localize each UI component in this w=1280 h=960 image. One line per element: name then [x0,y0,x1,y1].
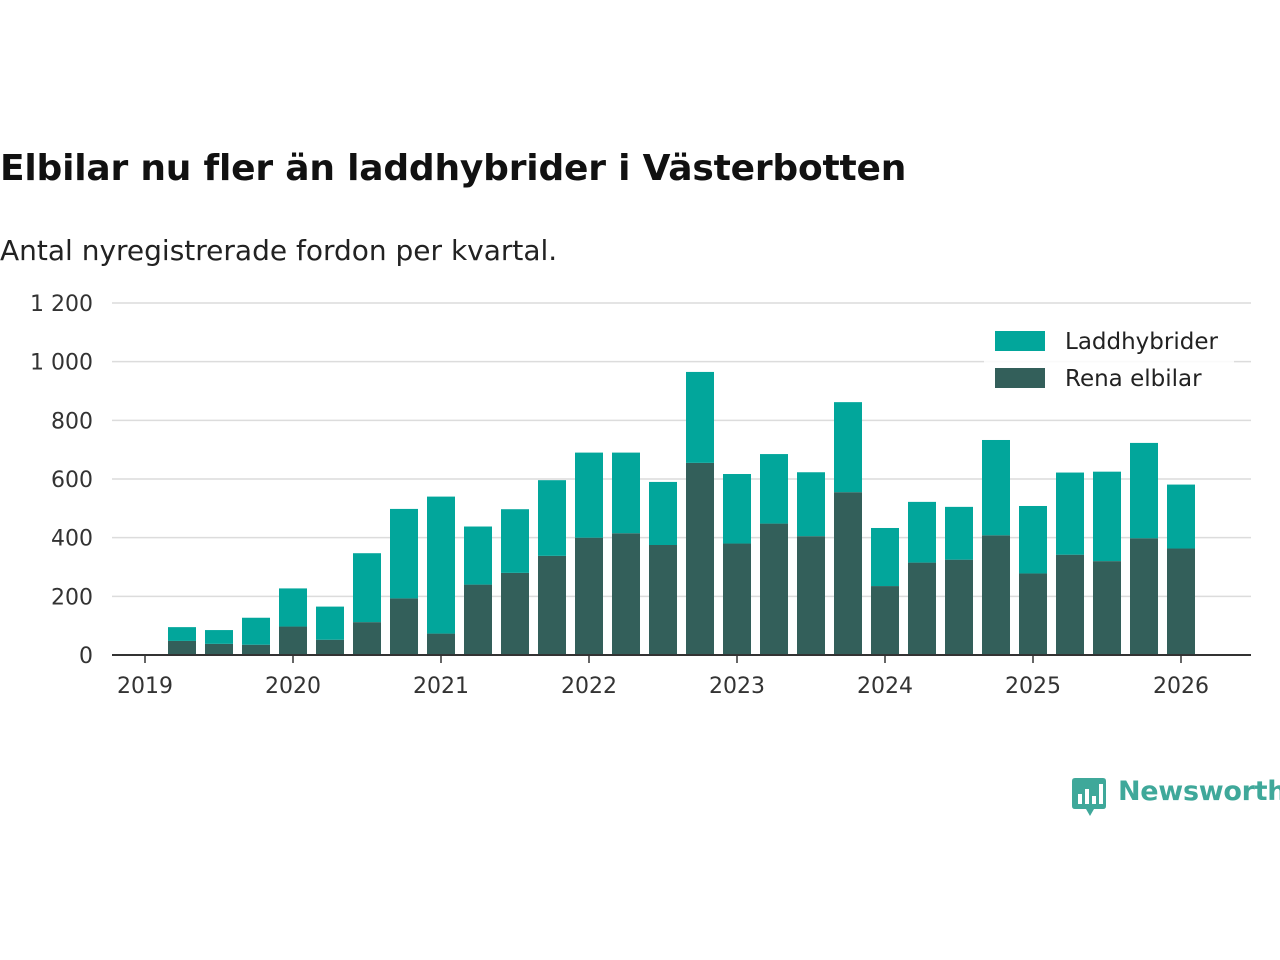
bar-rena-elbilar [612,533,640,655]
bar-laddhybrider [1130,442,1158,539]
bar-laddhybrider [501,509,529,573]
newsworthy-logo-icon [1072,778,1106,816]
chart-title: Elbilar nu fler än laddhybrider i Väster… [0,148,907,189]
bar-laddhybrider [908,501,936,563]
bar-rena-elbilar [501,572,529,655]
bar-laddhybrider [649,481,677,545]
bar-laddhybrider [1093,471,1121,562]
bar-rena-elbilar [1019,573,1047,655]
bar-laddhybrider [1056,472,1084,555]
bar-laddhybrider [353,553,381,623]
bar-laddhybrider [871,527,899,587]
bar-laddhybrider [316,606,344,640]
x-tick-label: 2019 [117,674,173,699]
bar-laddhybrider [575,452,603,538]
legend-swatch-rena-elbilar [995,368,1045,388]
bar-rena-elbilar [686,462,714,655]
bar-rena-elbilar [908,562,936,655]
stacked-bar-chart: 0 200 400 600 800 1 000 1 200 2019 2020 2021 2022… [30,292,1251,699]
bar-rena-elbilar [834,492,862,655]
legend-swatch-laddhybrider [995,331,1045,351]
bar-laddhybrider [723,474,751,544]
bar-laddhybrider [464,526,492,585]
bar-laddhybrider [205,630,233,644]
bar-laddhybrider [760,454,788,524]
chart-subtitle: Antal nyregistrerade fordon per kvartal. [0,234,558,267]
legend-label-rena-elbilar: Rena elbilar [1065,366,1202,392]
bar-laddhybrider [242,617,270,645]
bars [168,371,1195,655]
bar-rena-elbilar [982,535,1010,655]
bar-laddhybrider [1167,484,1195,549]
bar-laddhybrider [686,371,714,463]
bar-laddhybrider [834,402,862,493]
y-tick-label: 800 [51,409,93,434]
y-tick-label: 0 [79,644,93,669]
bar-rena-elbilar [1056,554,1084,655]
legend-label-laddhybrider: Laddhybrider [1065,329,1218,355]
bar-rena-elbilar [390,598,418,655]
bar-laddhybrider [279,588,307,627]
x-tick-label: 2023 [709,674,765,699]
bar-rena-elbilar [316,639,344,655]
x-tick-label: 2021 [413,674,469,699]
brand-name: Newsworthy [1118,776,1280,807]
bar-laddhybrider [538,480,566,556]
bar-laddhybrider [797,472,825,537]
bar-laddhybrider [945,506,973,560]
bar-laddhybrider [427,496,455,634]
bar-rena-elbilar [1167,548,1195,655]
bar-rena-elbilar [760,523,788,655]
y-axis-ticks: 0 200 400 600 800 1 000 1 200 [30,292,93,669]
bar-laddhybrider [1019,505,1047,574]
bar-rena-elbilar [1093,561,1121,655]
x-tick-label: 2026 [1153,674,1209,699]
x-axis-ticks: 2019 2020 2021 2022 2023 2024 2025 2026 [117,655,1209,699]
bar-rena-elbilar [464,584,492,655]
bar-laddhybrider [982,439,1010,536]
legend: Laddhybrider Rena elbilar [984,322,1234,406]
bar-rena-elbilar [353,622,381,655]
x-tick-label: 2025 [1005,674,1061,699]
bar-laddhybrider [612,452,640,534]
bar-rena-elbilar [427,633,455,655]
bar-laddhybrider [168,627,196,641]
bar-rena-elbilar [871,586,899,655]
y-tick-label: 1 200 [30,292,93,317]
bar-laddhybrider [390,508,418,599]
bar-rena-elbilar [279,626,307,655]
x-tick-label: 2024 [857,674,913,699]
bar-rena-elbilar [205,643,233,655]
y-tick-label: 600 [51,468,93,493]
bar-rena-elbilar [575,537,603,655]
y-tick-label: 200 [51,585,93,610]
bar-rena-elbilar [797,536,825,655]
x-tick-label: 2022 [561,674,617,699]
bar-rena-elbilar [1130,538,1158,655]
bar-rena-elbilar [649,545,677,655]
y-tick-label: 400 [51,527,93,552]
bar-rena-elbilar [242,644,270,655]
bar-rena-elbilar [945,559,973,655]
y-tick-label: 1 000 [30,351,93,376]
bar-rena-elbilar [723,543,751,655]
bar-rena-elbilar [538,555,566,655]
bar-rena-elbilar [168,640,196,655]
x-tick-label: 2020 [265,674,321,699]
